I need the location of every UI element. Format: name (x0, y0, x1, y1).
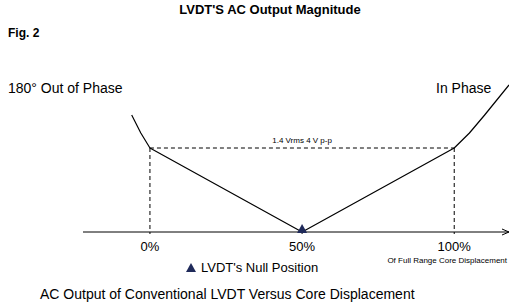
x-axis-label: Of Full Range Core Displacement (387, 256, 507, 265)
chart-container: LVDT'S AC Output Magnitude Fig. 2 180° Out… (0, 0, 510, 308)
x-tick (149, 232, 150, 234)
x-tick (454, 232, 455, 234)
guide-line (149, 148, 150, 232)
figure-label: Fig. 2 (8, 26, 40, 40)
phase-label: In Phase (436, 80, 491, 96)
x-tick-label: 50% (289, 239, 315, 254)
axis-arrow (502, 229, 509, 235)
null-marker (297, 224, 307, 233)
guide-line (454, 148, 455, 232)
caption: AC Output of Conventional LVDT Versus Co… (40, 286, 415, 302)
phase-label: 180° Out of Phase (8, 80, 123, 96)
legend-marker (186, 263, 196, 272)
chart-svg: LVDT'S AC Output Magnitude Fig. 2 180° Out… (0, 0, 510, 308)
x-tick-label: 100% (438, 239, 472, 254)
x-tick-label: 0% (141, 239, 160, 254)
guide-label: 1.4 Vrms 4 V p-p (272, 136, 332, 145)
guide-line (150, 148, 454, 149)
plot-area (132, 85, 509, 232)
title: LVDT'S AC Output Magnitude (179, 2, 360, 17)
x-axis (83, 232, 509, 233)
output-line (132, 85, 509, 232)
legend-label: LVDT's Null Position (201, 260, 318, 275)
